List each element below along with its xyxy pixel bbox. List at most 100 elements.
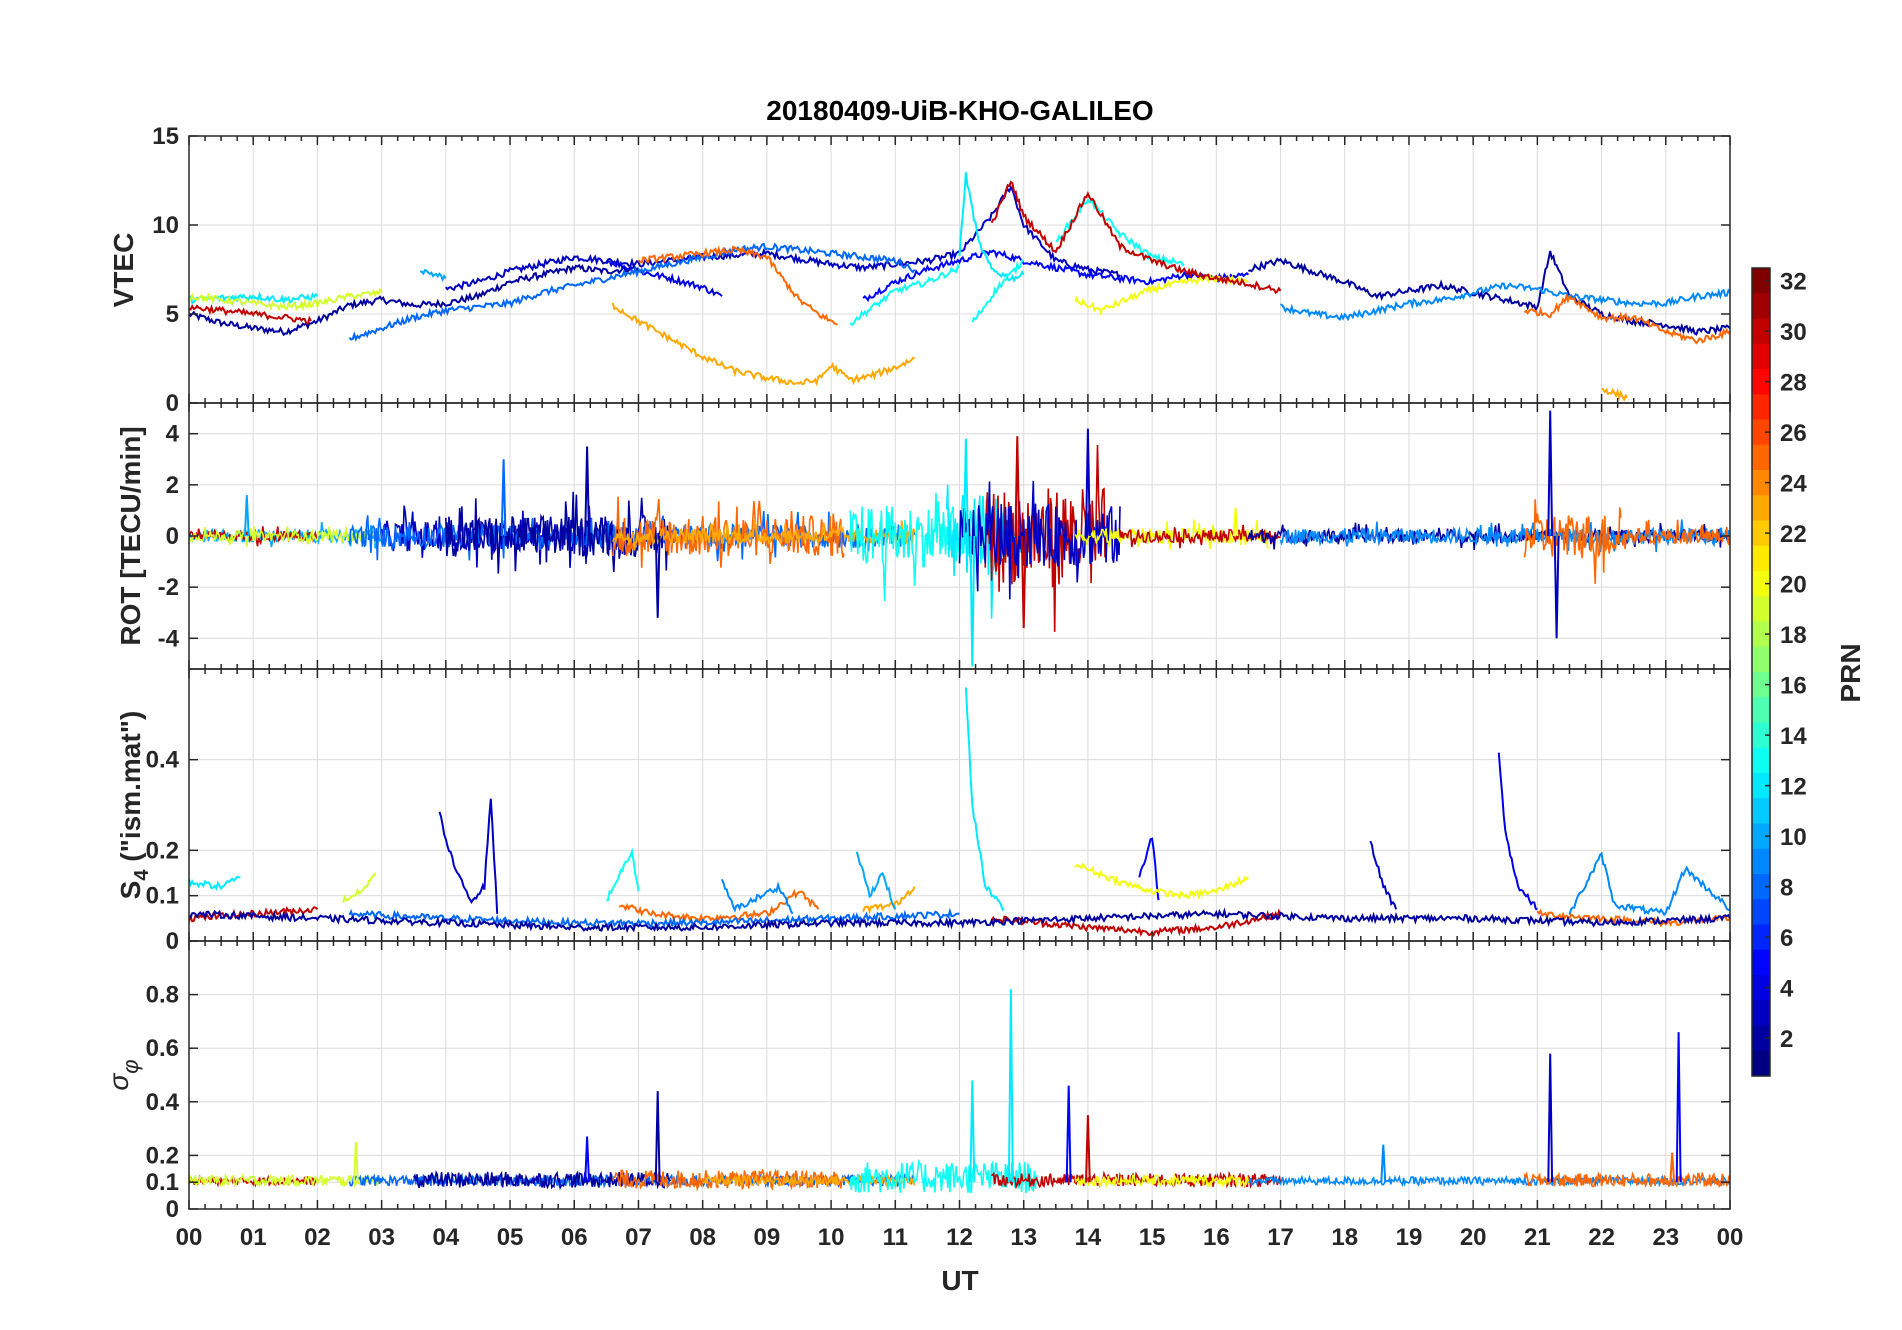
colorbar-tick-label: 30 [1780, 319, 1807, 346]
sigma-y-tick-label: 0.2 [146, 1142, 179, 1169]
colorbar-tick-label: 6 [1780, 925, 1793, 952]
colorbar-swatch [1752, 949, 1770, 976]
rot-spike-prn-2 [584, 446, 590, 537]
sigma-spike-prn-3 [1547, 1053, 1554, 1183]
rot-spike-prn-8 [500, 459, 507, 537]
colorbar-swatch [1752, 369, 1770, 395]
colorbar-swatch [1752, 646, 1770, 673]
rot-spike-prn-3 [1553, 535, 1560, 639]
sigma-noise-prn-9 [1248, 1174, 1730, 1188]
x-tick-label: 23 [1652, 1224, 1679, 1251]
x-tick-label: 09 [754, 1224, 781, 1251]
vtec-series-prn-2 [1248, 250, 1730, 336]
x-tick-label: 00 [1717, 1224, 1744, 1251]
x-tick-label: 06 [561, 1224, 588, 1251]
x-tick-label: 15 [1139, 1224, 1166, 1251]
vtec-series-prn-13 [971, 259, 1024, 323]
colorbar-swatch [1752, 419, 1770, 446]
colorbar-swatch [1752, 773, 1770, 799]
vtec-series-prn-30 [189, 303, 312, 326]
sigma-spike-prn-5 [1675, 1032, 1682, 1183]
s4-y-tick-label: 0.2 [146, 837, 179, 864]
x-tick-label: 10 [818, 1224, 845, 1251]
s4-series-prn-5 [1138, 837, 1160, 901]
sigma-noise-prn-13 [849, 1158, 1038, 1194]
chart-title: 20180409-UiB-KHO-GALILEO [766, 95, 1153, 126]
sigma-spike-prn-25 [1669, 1152, 1676, 1183]
vtec-series-prn-23 [1601, 387, 1629, 402]
vtec-data [189, 172, 1730, 402]
x-tick-label: 21 [1524, 1224, 1551, 1251]
rot-spike-prn-12 [969, 535, 976, 667]
colorbar-tick-label: 18 [1780, 622, 1807, 649]
colorbar-swatch [1752, 672, 1770, 698]
vtec-series-prn-10 [420, 268, 447, 283]
colorbar-tick-label: 20 [1780, 572, 1807, 599]
rot-spike-prn-2 [654, 535, 661, 618]
x-tick-label: 17 [1267, 1224, 1294, 1251]
x-tick-label: 11 [883, 1224, 908, 1251]
vtec-series-prn-30 [990, 180, 1282, 295]
x-tick-label: 19 [1396, 1224, 1423, 1251]
s4-series-prn-9 [1568, 851, 1730, 917]
vtec-grid [189, 135, 1730, 404]
sigma-spike-prn-30 [1085, 1115, 1091, 1183]
x-axis: 00 01 02 03 04 05 06 07 08 09 10 11 12 13 14 15 16 17 18 19… [176, 1224, 1744, 1251]
x-tick-label: 14 [1075, 1224, 1102, 1251]
colorbar-swatch [1752, 848, 1770, 875]
colorbar-tick-label: 8 [1780, 875, 1793, 902]
s4-ticks [188, 669, 1731, 942]
x-tick-label: 20 [1460, 1224, 1487, 1251]
colorbar-swatch [1752, 899, 1770, 925]
s4-series-prn-8 [348, 907, 960, 929]
x-axis-label: UT [941, 1265, 978, 1296]
x-tick-label: 05 [497, 1224, 524, 1251]
s4-grid [189, 669, 1730, 942]
sigma-spike-prn-12 [1007, 989, 1014, 1183]
colorbar-swatch [1752, 293, 1770, 319]
rot-spike-prn-3 [1547, 410, 1554, 537]
x-tick-label: 18 [1331, 1224, 1358, 1251]
colorbar-tick-label: 4 [1780, 976, 1794, 1003]
x-tick-label: 22 [1588, 1224, 1615, 1251]
colorbar-swatch [1752, 571, 1770, 597]
rot-noise-prn-23 [612, 518, 916, 551]
x-tick-label: 07 [625, 1224, 652, 1251]
rot-y-tick-label: 2 [166, 472, 179, 499]
colorbar-tick-label: 10 [1780, 824, 1807, 851]
s4-series-prn-10 [855, 851, 897, 910]
s4-y-tick-label: 0.1 [146, 883, 179, 910]
x-tick-label: 04 [432, 1224, 459, 1251]
x-tick-label: 08 [689, 1224, 716, 1251]
colorbar-swatch [1752, 343, 1770, 370]
sigma-y-tick-label: 0.1 [146, 1169, 179, 1196]
rot-spike-prn-30 [1014, 436, 1021, 537]
sigma-spike-prn-19 [353, 1141, 359, 1183]
sigma-y-tick-label: 0 [166, 1196, 179, 1223]
rot-noise-prn-25 [612, 496, 845, 568]
vtec-series-prn-23 [611, 302, 915, 387]
vtec-series-prn-20 [1074, 273, 1249, 317]
y-axis-label-sigma: σφ [103, 1059, 143, 1090]
y-axis-label-s4: S4 ("ism.mat") [115, 711, 153, 900]
s4-series-prn-13 [605, 847, 640, 902]
x-tick-label: 00 [176, 1224, 203, 1251]
x-tick-label: 13 [1010, 1224, 1037, 1251]
colorbar-swatch [1752, 545, 1770, 572]
sigma-grid [189, 941, 1730, 1210]
colorbar-swatch [1752, 747, 1770, 774]
colorbar-tick-label: 12 [1780, 774, 1807, 801]
vtec-series-prn-4 [605, 259, 723, 297]
y-axis-label-rot: ROT [TECU/min] [115, 426, 146, 645]
colorbar-swatch [1752, 798, 1770, 824]
rot-y-tick-label: -2 [158, 574, 179, 601]
colorbar-swatch [1752, 470, 1770, 496]
colorbar-swatch [1752, 495, 1770, 521]
colorbar-swatch [1752, 697, 1770, 723]
panel-vtec: 0 5 10 15 [152, 123, 1731, 417]
vtec-series-prn-12 [958, 172, 1025, 283]
rot-noise-prn-25 [1620, 519, 1730, 550]
colorbar-swatch [1752, 924, 1770, 951]
